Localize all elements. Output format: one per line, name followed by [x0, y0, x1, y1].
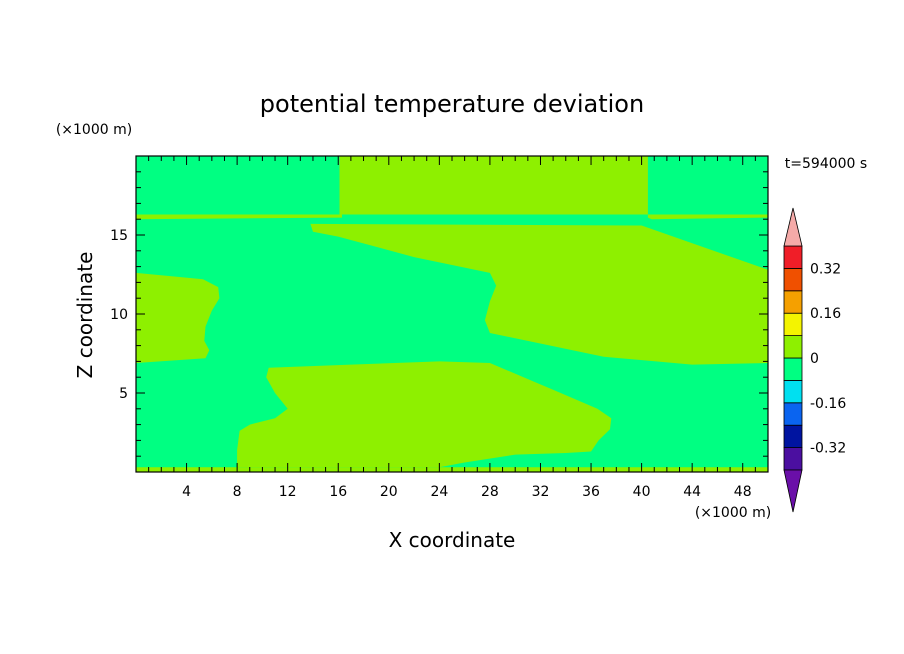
x-tick-label: 44: [683, 484, 701, 500]
x-tick-label: 48: [734, 484, 752, 500]
time-label: t=594000 s: [785, 156, 867, 172]
positive-region-left: [136, 272, 220, 363]
x-tick-label: 20: [380, 484, 398, 500]
positive-region-lower-center: [237, 361, 612, 468]
colorbar: 0.32 0.16 0 -0.16 -0.32: [783, 207, 846, 513]
colorbar-segment: [783, 290, 803, 314]
positive-region-upper-center: [339, 156, 648, 215]
x-tick-label: 8: [233, 484, 242, 500]
x-axis-label: X coordinate: [389, 528, 516, 552]
y-axis-unit: (×1000 m): [56, 122, 132, 138]
x-tick-label: 36: [582, 484, 600, 500]
x-tick-label: 4: [182, 484, 191, 500]
x-ticks: 4 8 12 16 20 24 28 32 36 40 44 48: [135, 156, 769, 500]
contour-field: [136, 156, 768, 472]
colorbar-tick-label: -0.16: [810, 396, 846, 412]
colorbar-segment: [783, 335, 803, 359]
x-tick-label: 28: [481, 484, 499, 500]
colorbar-segment: [783, 424, 803, 449]
x-tick-label: 32: [532, 484, 550, 500]
positive-region-mid-right: [310, 223, 768, 365]
x-tick-label: 12: [279, 484, 297, 500]
chart-title: potential temperature deviation: [260, 90, 644, 118]
y-axis-label: Z coordinate: [73, 252, 97, 379]
colorbar-tick-label: -0.32: [810, 441, 846, 457]
x-axis-unit: (×1000 m): [695, 505, 771, 521]
x-tick-label: 16: [329, 484, 347, 500]
plot-frame: [135, 155, 769, 473]
colorbar-segment: [783, 312, 803, 337]
colorbar-segment: [783, 447, 803, 471]
y-tick-label: 10: [110, 307, 128, 323]
colorbar-tick-label: 0.16: [810, 306, 841, 322]
positive-region-upper-right: [647, 214, 768, 220]
positive-region-strip-16: [136, 214, 342, 220]
colorbar-segment: [783, 267, 803, 292]
y-ticks: 5 10 15: [110, 155, 768, 473]
colorbar-segment: [783, 245, 803, 269]
colorbar-segment: [783, 402, 803, 426]
colorbar-under-arrow: [783, 469, 803, 513]
y-tick-label: 15: [110, 228, 128, 244]
colorbar-tick-label: 0: [810, 351, 819, 367]
colorbar-segment: [783, 379, 803, 404]
x-tick-label: 40: [633, 484, 651, 500]
colorbar-over-arrow: [783, 207, 803, 247]
y-tick-label: 5: [119, 386, 128, 402]
colorbar-tick-label: 0.32: [810, 261, 841, 277]
colorbar-segment: [783, 357, 803, 381]
x-tick-label: 24: [430, 484, 448, 500]
